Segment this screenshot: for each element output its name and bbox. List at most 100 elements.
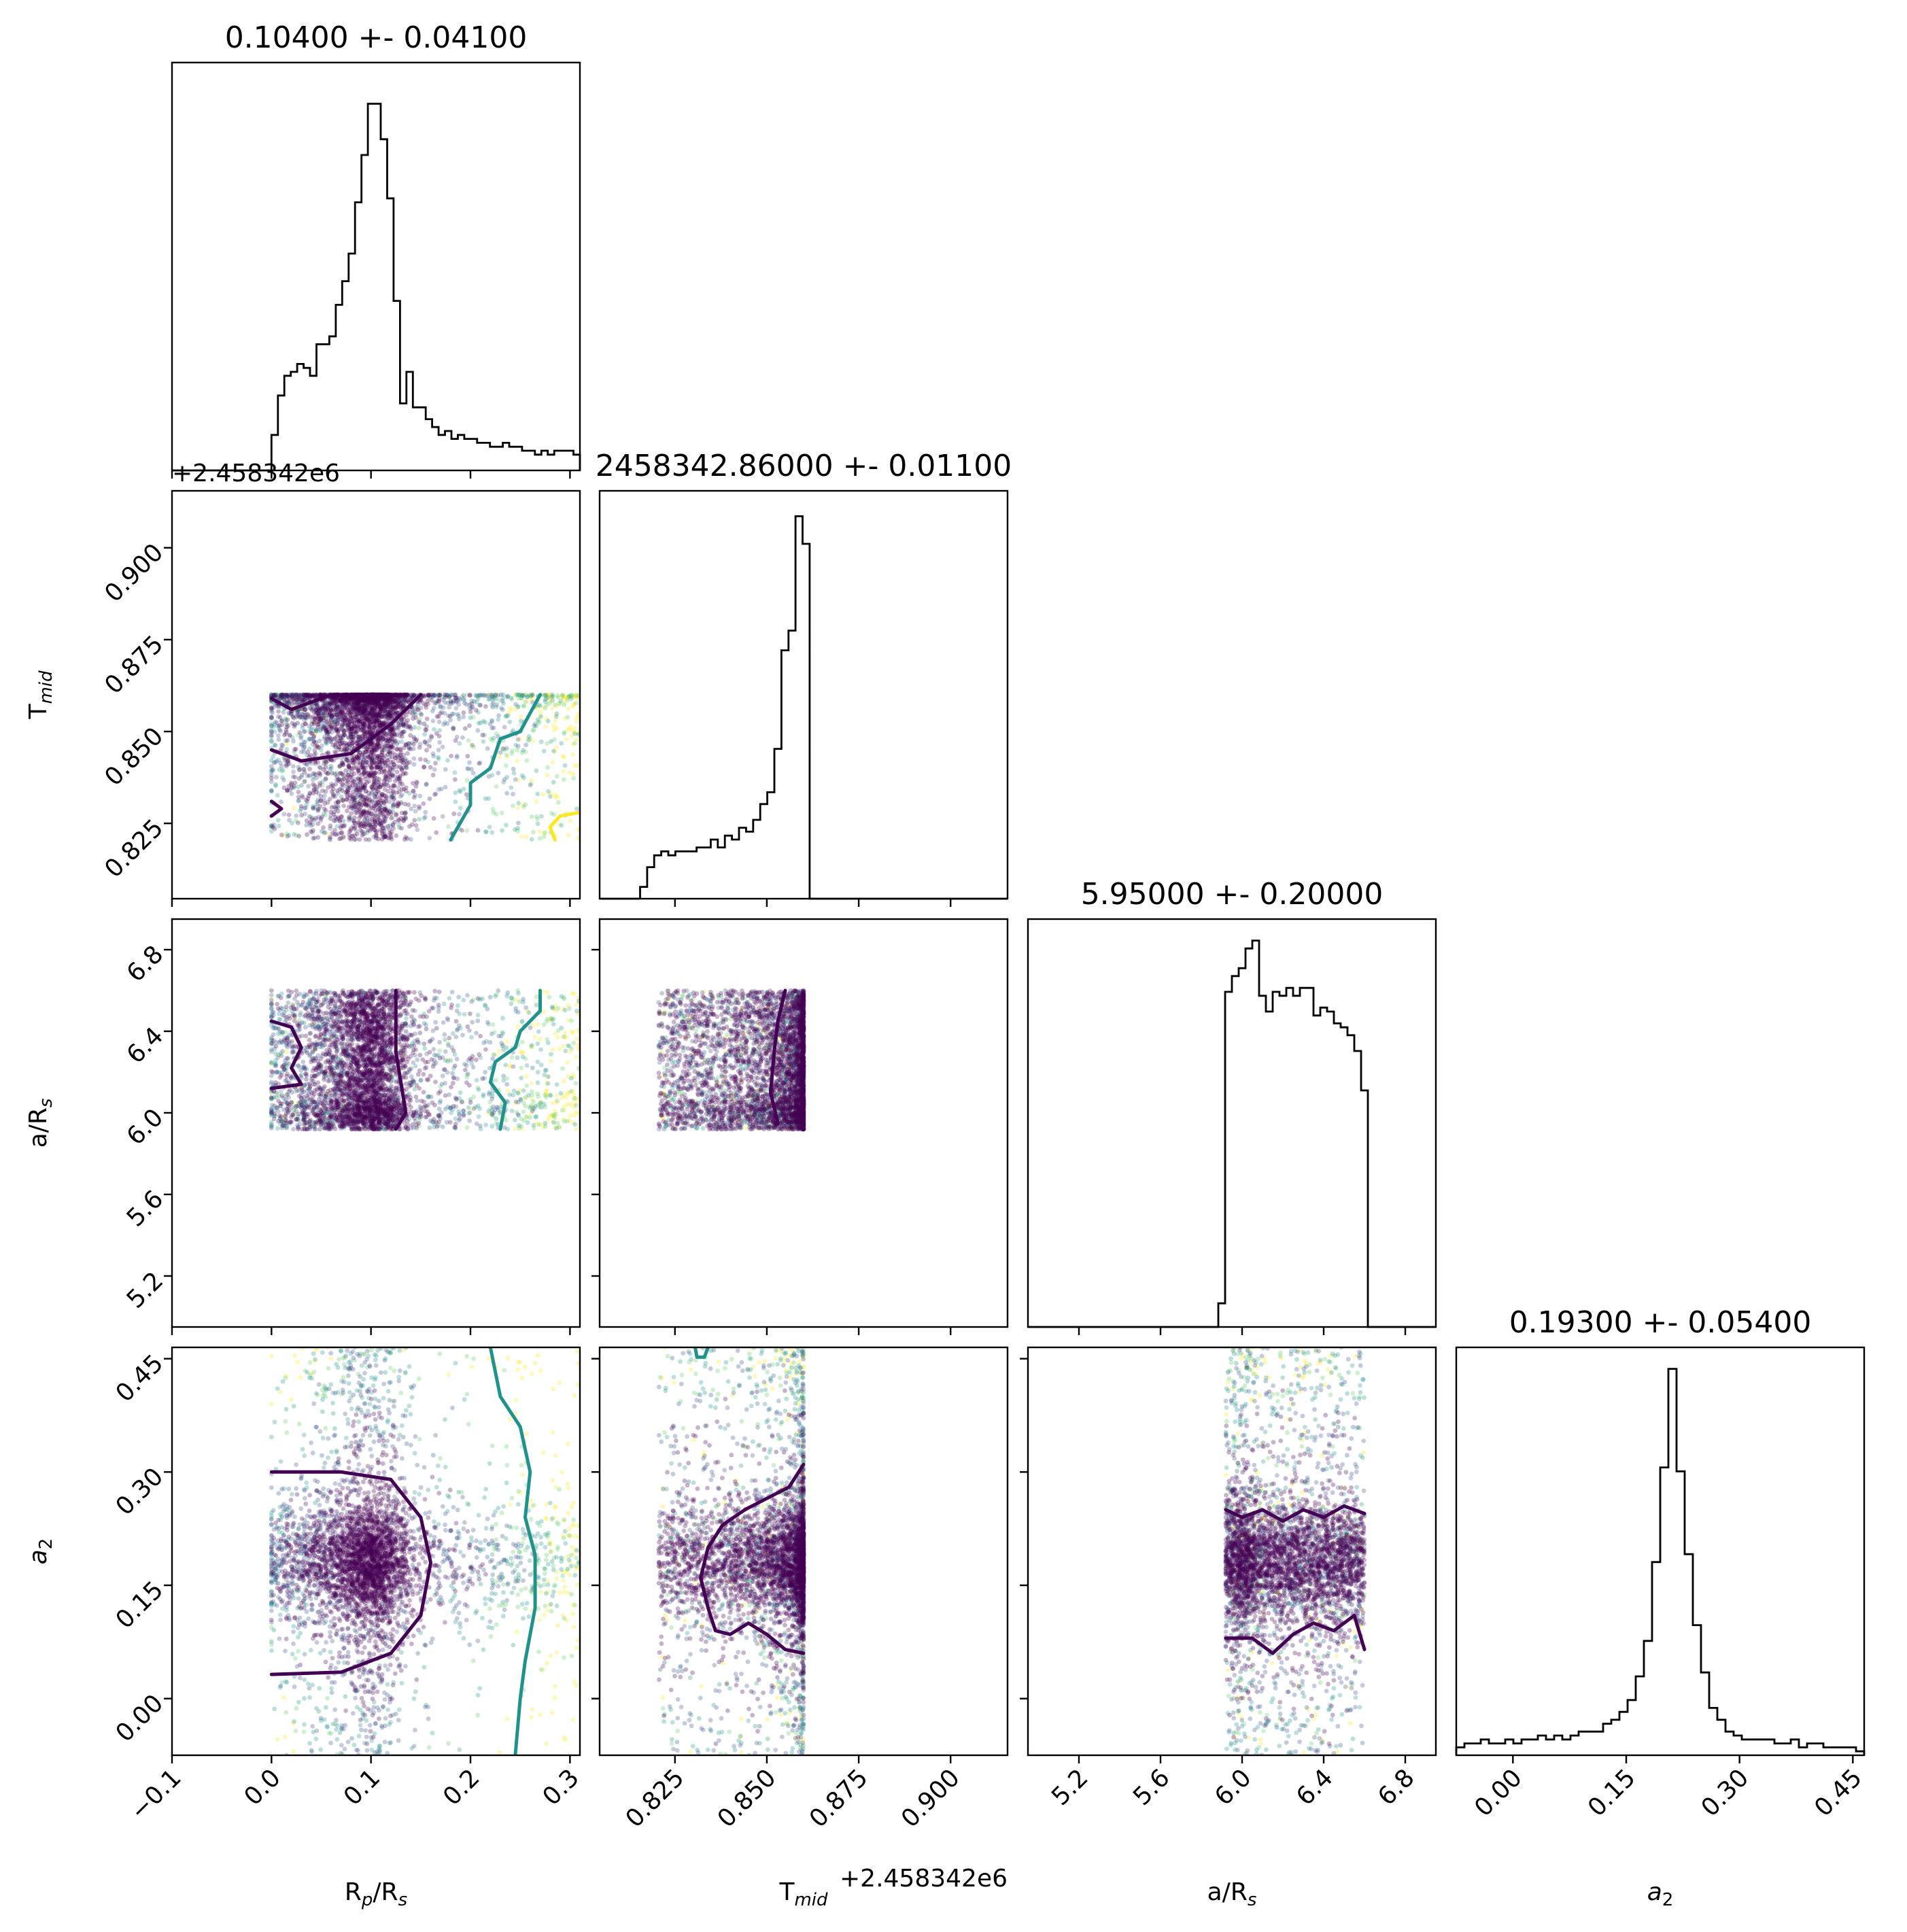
- scatter-point: [398, 722, 404, 727]
- scatter-point: [306, 714, 311, 719]
- scatter-point: [331, 810, 337, 814]
- scatter-point: [551, 780, 556, 785]
- scatter-point: [503, 714, 509, 719]
- scatter-point: [384, 780, 390, 784]
- scatter-point: [343, 692, 348, 697]
- scatter-point: [336, 831, 341, 836]
- scatter-point: [387, 831, 392, 836]
- scatter-point: [538, 814, 544, 819]
- scatter-point: [328, 714, 333, 719]
- scatter-point: [530, 728, 536, 733]
- scatter-point: [284, 692, 289, 697]
- scatter-point: [278, 692, 284, 697]
- scatter-point: [285, 759, 290, 764]
- scatter-point: [345, 785, 351, 791]
- scatter-point: [543, 1121, 548, 1126]
- scatter-point: [318, 692, 324, 697]
- scatter-point: [356, 699, 361, 704]
- scatter-point: [337, 744, 342, 750]
- scatter-point: [399, 695, 405, 700]
- scatter-point: [269, 734, 274, 740]
- scatter-point: [291, 692, 296, 697]
- scatter-point: [383, 831, 388, 837]
- scatter-point: [301, 767, 307, 772]
- scatter-point: [275, 692, 280, 697]
- scatter-point: [443, 692, 447, 697]
- scatter-point: [353, 776, 358, 782]
- scatter-point: [544, 696, 549, 701]
- scatter-point: [331, 695, 337, 701]
- scatter-point: [477, 761, 482, 766]
- scatter-point: [328, 715, 334, 721]
- scatter-point: [400, 694, 406, 700]
- scatter-point: [407, 746, 412, 751]
- scatter-point: [350, 804, 356, 809]
- scatter-point: [552, 737, 557, 742]
- scatter-point: [311, 777, 315, 782]
- scatter-point: [364, 692, 369, 697]
- scatter-point: [287, 695, 292, 700]
- scatter-point: [407, 744, 412, 750]
- scatter-point: [297, 712, 302, 717]
- scatter-point: [282, 694, 288, 700]
- scatter-point: [344, 784, 349, 790]
- scatter-point: [413, 715, 418, 720]
- scatter-point: [494, 704, 499, 710]
- scatter-point: [343, 692, 348, 697]
- scatter-point: [499, 810, 504, 816]
- scatter-point: [338, 770, 343, 776]
- scatter-point: [501, 746, 506, 751]
- scatter-point: [296, 776, 302, 781]
- scatter-point: [277, 715, 283, 720]
- scatter-point: [356, 776, 361, 781]
- scatter-point: [345, 734, 351, 740]
- scatter-point: [384, 744, 389, 748]
- scatter-point: [390, 789, 396, 793]
- scatter-point: [334, 692, 339, 697]
- scatter-point: [513, 742, 519, 748]
- scatter-point: [332, 722, 338, 727]
- scatter-point: [375, 693, 380, 698]
- scatter-point: [368, 700, 374, 705]
- scatter-point: [355, 831, 360, 837]
- scatter-point: [544, 1088, 549, 1093]
- scatter-point: [301, 766, 307, 772]
- scatter-point: [323, 741, 328, 746]
- scatter-point: [360, 734, 364, 739]
- scatter-point: [357, 699, 362, 704]
- scatter-point: [393, 752, 398, 757]
- scatter-point: [351, 692, 357, 697]
- scatter-point: [336, 798, 341, 804]
- scatter-point: [284, 763, 289, 769]
- scatter-point: [377, 704, 383, 709]
- scatter-point: [402, 693, 407, 698]
- scatter-point: [385, 700, 390, 706]
- scatter-point: [383, 692, 388, 697]
- scatter-point: [571, 1040, 577, 1046]
- scatter-point: [331, 793, 337, 797]
- scatter-point: [290, 696, 295, 702]
- scatter-point: [317, 765, 323, 771]
- scatter-point: [389, 772, 394, 777]
- scatter-point: [309, 693, 315, 699]
- scatter-point: [504, 774, 510, 780]
- scatter-point: [378, 692, 383, 697]
- scatter-point: [312, 783, 317, 789]
- scatter-point: [281, 785, 287, 791]
- scatter-point: [413, 712, 418, 717]
- scatter-point: [370, 715, 375, 721]
- scatter-point: [525, 694, 530, 699]
- scatter-point: [322, 736, 327, 742]
- scatter-point: [519, 834, 524, 839]
- scatter-point: [326, 709, 332, 714]
- scatter-point: [559, 823, 564, 828]
- scatter-point: [446, 713, 451, 719]
- scatter-point: [290, 721, 295, 726]
- scatter-point: [357, 815, 362, 821]
- scatter-point: [362, 726, 366, 731]
- scatter-point: [427, 744, 432, 749]
- scatter-point: [374, 702, 379, 707]
- scatter-point: [290, 774, 296, 779]
- scatter-point: [505, 1088, 511, 1093]
- scatter-point: [436, 757, 441, 761]
